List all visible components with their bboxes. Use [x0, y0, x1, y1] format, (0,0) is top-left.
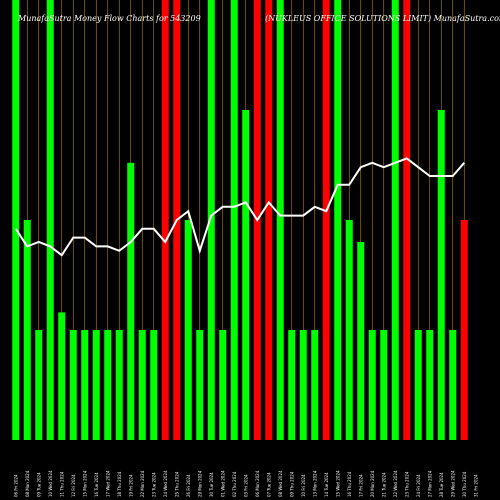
bar [35, 330, 43, 440]
chart-title-right: (NUKLEUS OFFICE SOLUTIONS LIMIT) MunafaS… [265, 14, 500, 23]
bar [437, 110, 445, 440]
x-tick-label: 24 Wed 2024 [163, 470, 168, 497]
x-tick-label: 22 Wed 2024 [393, 470, 398, 497]
bar [184, 220, 192, 440]
x-tick-label: 31 Fri 2024 [473, 474, 478, 497]
x-tick-label: 09 Tue 2024 [36, 472, 41, 497]
x-tick-label: 13 Mon 2024 [312, 470, 317, 497]
x-tick-label: 30 Thu 2024 [462, 471, 467, 497]
bar [460, 220, 468, 440]
tick-layer: 06 Fri 2024 08 Mon 2024 09 Tue 2024 10 Wed … [13, 470, 478, 497]
x-tick-label: 20 Mon 2024 [370, 470, 375, 497]
bar [161, 0, 169, 440]
bar [403, 0, 411, 440]
x-tick-label: 19 Fri 2024 [128, 474, 133, 497]
x-tick-label: 15 Wed 2024 [335, 470, 340, 497]
bar [334, 0, 342, 440]
bar [81, 330, 89, 440]
x-tick-label: 11 Thu 2024 [59, 471, 64, 497]
money-flow-line [14, 157, 466, 257]
bar [12, 0, 20, 440]
x-tick-label: 09 Thu 2024 [289, 471, 294, 497]
x-tick-label: 16 Thu 2024 [347, 471, 352, 497]
x-tick-label: 28 Tue 2024 [439, 472, 444, 497]
x-tick-label: 12 Fri 2024 [71, 474, 76, 497]
x-tick-label: 14 Tue 2024 [324, 472, 329, 497]
x-tick-label: 23 Thu 2024 [404, 471, 409, 497]
x-tick-label: 29 Wed 2024 [450, 470, 455, 497]
bar [345, 220, 353, 440]
bar [127, 162, 135, 441]
x-tick-label: 16 Tue 2024 [94, 472, 99, 497]
bar [138, 330, 146, 440]
bar [219, 330, 227, 440]
x-tick-label: 10 Wed 2024 [48, 470, 53, 497]
x-tick-label: 18 Thu 2024 [117, 471, 122, 497]
bar [276, 0, 284, 440]
bar [115, 330, 123, 440]
bar [426, 330, 434, 440]
x-tick-label: 03 Fri 2024 [243, 474, 248, 497]
x-tick-label: 27 Mon 2024 [427, 470, 432, 497]
bar [69, 330, 77, 440]
bar [380, 330, 388, 440]
x-tick-label: 01 Wed 2024 [220, 470, 225, 497]
bar [46, 0, 54, 440]
chart-title-left: MunafaSutra Money Flow Charts for 543209 [17, 14, 201, 23]
bar [322, 0, 330, 440]
x-tick-label: 06 Mon 2024 [255, 470, 260, 497]
bar [299, 330, 307, 440]
bar [92, 330, 100, 440]
bar [58, 312, 66, 440]
bar [391, 0, 399, 440]
bar [449, 330, 457, 440]
bar [230, 0, 238, 440]
x-tick-label: 17 Wed 2024 [105, 470, 110, 497]
x-tick-label: 06 Fri 2024 [13, 474, 18, 497]
bar [288, 330, 296, 440]
bar [414, 330, 422, 440]
bar [150, 330, 158, 440]
x-tick-label: 23 Tue 2024 [151, 472, 156, 497]
bar [23, 220, 31, 440]
bar [104, 330, 112, 440]
x-tick-label: 25 Thu 2024 [174, 471, 179, 497]
x-tick-label: 30 Tue 2024 [209, 472, 214, 497]
x-tick-label: 02 Thu 2024 [232, 471, 237, 497]
x-tick-label: 29 Mon 2024 [197, 470, 202, 497]
bar [196, 330, 204, 440]
x-tick-label: 15 Mon 2024 [82, 470, 87, 497]
x-tick-label: 24 Fri 2024 [416, 474, 421, 497]
x-tick-label: 07 Tue 2024 [266, 472, 271, 497]
bar [265, 0, 273, 440]
line-layer [14, 157, 466, 257]
bar [311, 330, 319, 440]
x-tick-label: 22 Mon 2024 [140, 470, 145, 497]
bar [357, 242, 365, 440]
bar [207, 0, 215, 440]
bar [242, 110, 250, 440]
bar [368, 330, 376, 440]
x-tick-label: 17 Fri 2024 [358, 474, 363, 497]
x-tick-label: 26 Fri 2024 [186, 474, 191, 497]
x-tick-label: 21 Tue 2024 [381, 472, 386, 497]
x-tick-label: 08 Wed 2024 [278, 470, 283, 497]
x-tick-label: 08 Mon 2024 [25, 470, 30, 497]
x-tick-label: 10 Fri 2024 [301, 474, 306, 497]
